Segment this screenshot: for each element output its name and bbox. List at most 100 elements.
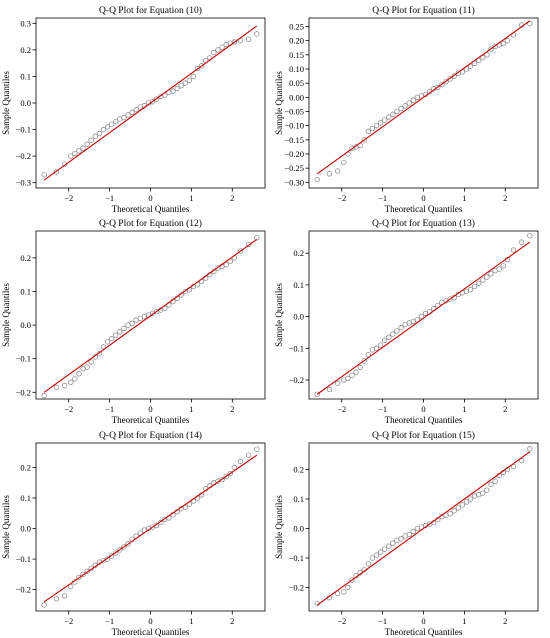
sample-point: [84, 141, 90, 147]
reference-line: [316, 451, 531, 606]
y-tick-label: −0.1: [16, 354, 31, 364]
sample-point: [113, 118, 119, 125]
y-tick-label: −0.3: [16, 178, 31, 188]
sample-point: [245, 36, 252, 42]
plot-data: [41, 25, 260, 181]
sample-point: [53, 384, 60, 390]
plot-data: [41, 235, 260, 399]
sample-point: [492, 478, 498, 484]
reference-line: [43, 25, 258, 181]
sample-point: [345, 375, 351, 382]
sample-point: [113, 550, 119, 556]
sample-point: [398, 536, 404, 542]
sample-point: [451, 508, 457, 514]
sample-point: [365, 128, 371, 134]
sample-point: [373, 123, 380, 129]
sample-point: [377, 120, 384, 126]
y-tick-label: 0.25: [289, 22, 304, 32]
sample-point: [254, 446, 260, 452]
sample-point: [484, 52, 490, 58]
qq-panel: Q-Q Plot for Equation (13) −2 −1 0 1 2 −0.2 −0.…: [274, 218, 539, 425]
sample-point: [518, 239, 525, 245]
y-tick-label: 0.00: [289, 92, 304, 102]
sample-point: [418, 313, 425, 320]
axes-frame: [35, 230, 266, 400]
x-tick-label: −1: [105, 193, 114, 203]
sample-point: [504, 38, 510, 44]
sample-point: [326, 386, 333, 393]
sample-point: [326, 171, 333, 177]
x-tick-label: 0: [421, 193, 425, 203]
x-axis-label: Theoretical Quantiles: [112, 415, 190, 425]
sample-point: [68, 379, 74, 385]
y-tick-label: 0.2: [20, 253, 31, 263]
y-tick-label: 0.1: [20, 71, 31, 81]
sample-point: [357, 364, 363, 370]
y-tick-label: 0.1: [20, 286, 31, 296]
x-tick-label: 2: [503, 616, 507, 626]
y-tick-label: −0.2: [289, 582, 304, 592]
qq-panel: Q-Q Plot for Equation (15) −2 −1 0 1 2 −0.2 −0.…: [274, 430, 539, 637]
sample-point: [153, 96, 160, 102]
x-tick-label: −2: [64, 404, 73, 414]
sample-point: [237, 458, 244, 464]
sample-point: [76, 148, 82, 154]
sample-point: [194, 65, 201, 72]
sample-point: [41, 602, 47, 608]
sample-point: [314, 176, 320, 183]
axes-frame: [308, 442, 539, 612]
sample-point: [480, 277, 486, 283]
x-tick-label: 2: [230, 616, 234, 626]
x-tick-label: −2: [64, 616, 73, 626]
sample-point: [349, 577, 355, 583]
qq-panel: Q-Q Plot for Equation (10) −2 −1 0 1 2 −0.3 −0.…: [1, 5, 266, 214]
sample-point: [117, 547, 123, 553]
sample-point: [88, 359, 94, 365]
sample-point: [480, 490, 486, 496]
sample-point: [394, 108, 400, 115]
sample-point: [488, 271, 494, 277]
sample-point: [121, 114, 127, 121]
qq-panel: Q-Q Plot for Equation (11) −2 −1 0 1 2 −0.30 −0…: [274, 5, 539, 214]
x-tick-label: 1: [189, 193, 193, 203]
y-axis-label: Sample Quantiles: [1, 283, 11, 347]
sample-point: [447, 511, 453, 517]
sample-point: [68, 583, 74, 590]
sample-point: [527, 446, 533, 452]
sample-point: [439, 81, 445, 88]
plot-data: [314, 446, 533, 607]
sample-point: [377, 342, 384, 348]
sample-point: [223, 261, 229, 268]
sample-point: [488, 481, 494, 487]
sample-point: [53, 169, 60, 175]
sample-point: [254, 31, 260, 37]
sample-point: [390, 111, 396, 117]
sample-point: [182, 80, 188, 86]
x-tick-label: 0: [421, 616, 425, 626]
x-tick-label: −2: [337, 404, 346, 414]
y-tick-label: −0.1: [16, 554, 31, 564]
sample-point: [365, 561, 371, 567]
x-tick-label: 1: [189, 616, 193, 626]
y-axis-label: Sample Quantiles: [274, 495, 284, 559]
y-tick-label: 0.2: [293, 465, 304, 475]
sample-point: [223, 473, 229, 480]
plot-data: [314, 233, 533, 397]
x-tick-label: 1: [189, 404, 193, 414]
sample-point: [314, 391, 320, 397]
sample-point: [349, 372, 355, 378]
sample-point: [484, 274, 490, 280]
x-tick-label: −2: [337, 616, 346, 626]
qq-panel: Q-Q Plot for Equation (12) −2 −1 0 1 2 −0.2 −0.…: [1, 218, 266, 425]
sample-point: [402, 103, 408, 109]
sample-point: [386, 334, 392, 340]
sample-point: [341, 589, 347, 595]
sample-point: [174, 85, 180, 92]
sample-point: [219, 44, 225, 50]
sample-point: [435, 84, 441, 91]
sample-point: [394, 328, 400, 334]
sample-point: [443, 79, 449, 85]
sample-point: [398, 106, 404, 112]
sample-point: [373, 552, 380, 558]
sample-point: [227, 470, 233, 477]
